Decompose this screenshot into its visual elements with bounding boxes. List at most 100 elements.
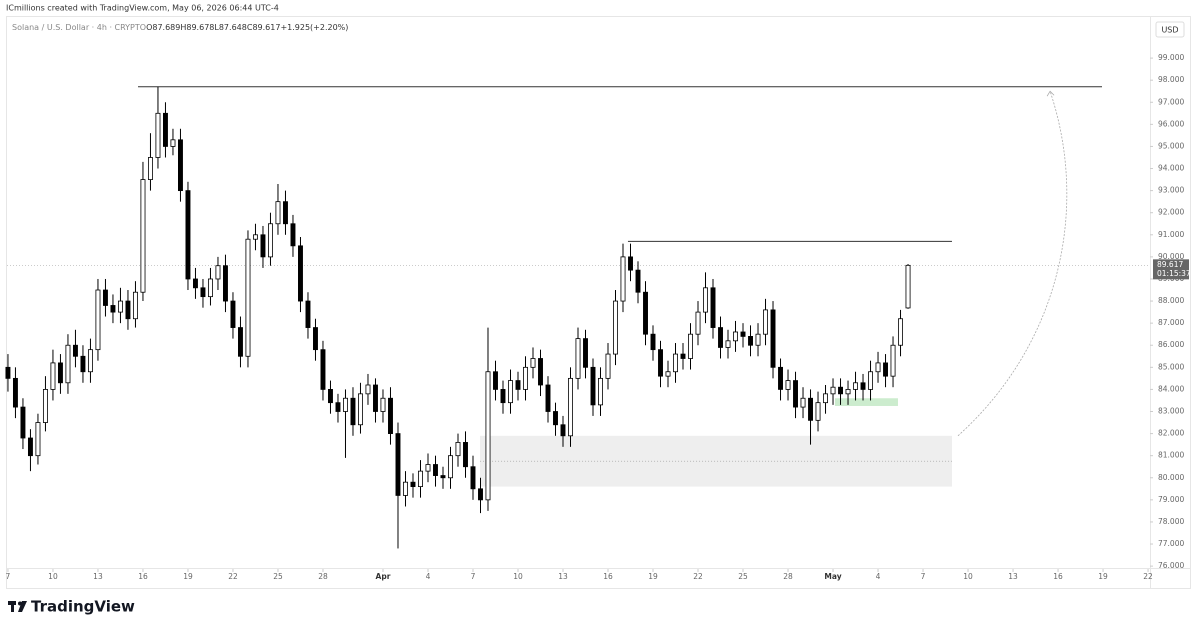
candle-body (193, 278, 198, 289)
candle-body (860, 382, 866, 390)
candle-body (448, 455, 453, 479)
x-tick-label: 19 (1098, 572, 1108, 581)
candle-body (890, 344, 896, 377)
x-tick-label: 22 (1143, 572, 1153, 581)
candle-body (710, 287, 716, 328)
candle-body (418, 470, 423, 488)
candle-body (470, 466, 476, 490)
candle-body (785, 380, 791, 390)
candle-body (748, 336, 753, 346)
candle-body (230, 300, 236, 328)
countdown: 01:15:37 (1157, 269, 1191, 278)
candle-body (298, 245, 303, 302)
y-tick-label: 86.000 (1158, 340, 1184, 349)
x-tick-label: 7 (471, 572, 476, 581)
candle-body (433, 464, 438, 476)
x-tick-label: 7 (921, 572, 926, 581)
candle-body (485, 371, 491, 501)
candle-body (395, 433, 401, 496)
candle-body (740, 331, 746, 337)
symbol-ohlc: Solana / U.S. Dollar · 4h · CRYPTOO87.68… (12, 23, 348, 32)
candle-body (358, 393, 363, 426)
candle-body (545, 384, 551, 412)
x-tick-label: 10 (48, 572, 58, 581)
candle-body (380, 397, 386, 412)
candle-body (155, 112, 161, 158)
candle-body (703, 287, 708, 313)
y-tick-label: 85.000 (1158, 362, 1184, 371)
candle-body (87, 349, 93, 373)
candle-body (770, 309, 776, 368)
candle-body (440, 475, 446, 479)
candle-body (72, 344, 78, 357)
candle-body (680, 353, 686, 359)
y-tick-label: 95.000 (1158, 141, 1184, 150)
candle-body (845, 389, 851, 395)
y-tick-label: 81.000 (1158, 451, 1184, 460)
candle-body (838, 386, 843, 395)
y-tick-label: 90.000 (1158, 252, 1184, 261)
x-tick-label: 13 (558, 572, 568, 581)
candle-body (815, 402, 821, 421)
candle-body (568, 377, 573, 437)
y-tick-label: 98.000 (1158, 75, 1184, 84)
candle-body (763, 309, 768, 335)
x-tick-label: 13 (93, 572, 103, 581)
y-tick-label: 87.000 (1158, 318, 1184, 327)
candle-body (20, 406, 26, 439)
x-tick-label: 4 (876, 572, 881, 581)
y-tick-label: 76.000 (1158, 561, 1184, 570)
candle-body (493, 371, 498, 390)
projection-arrow (957, 91, 1068, 437)
candle-body (132, 291, 138, 320)
candle-body (35, 422, 41, 457)
y-tick-label: 84.000 (1158, 384, 1184, 393)
candle-body (57, 362, 63, 384)
candle-body (598, 377, 603, 406)
candle-body (455, 442, 461, 457)
candle-body (163, 112, 168, 147)
candle-body (515, 380, 521, 390)
candle-body (733, 331, 738, 342)
candle-body (388, 397, 393, 434)
x-tick-label: 13 (1008, 572, 1018, 581)
x-tick-label: 10 (513, 572, 523, 581)
candle-body (800, 397, 806, 408)
candle-body (253, 234, 258, 240)
candle-body (628, 256, 633, 271)
candle-body (148, 157, 153, 180)
candle-body (27, 437, 33, 457)
y-tick-label: 77.000 (1158, 539, 1184, 548)
x-tick-label: May (824, 572, 841, 581)
candle-body (403, 481, 408, 496)
candle-body (335, 402, 341, 412)
candle-body (260, 234, 266, 258)
candle-body (95, 289, 101, 351)
candle-body (725, 340, 731, 348)
y-tick-label: 93.000 (1158, 186, 1184, 195)
candle-body (208, 278, 213, 298)
candle-body (635, 269, 641, 293)
header: Solana / U.S. Dollar · 4h · CRYPTOO87.68… (12, 23, 348, 32)
candle-body (605, 353, 611, 379)
candle-body (50, 362, 56, 390)
candle-body (778, 366, 783, 390)
candle-body (343, 397, 348, 412)
candle-body (793, 380, 798, 408)
ohlc-value: 87.648 (219, 23, 247, 32)
candle-body (125, 300, 131, 320)
x-tick-label: 16 (138, 572, 148, 581)
logo-shape (11, 601, 14, 612)
x-tick-label: 25 (273, 572, 283, 581)
x-tick-label: 19 (648, 572, 658, 581)
candle-body (328, 389, 333, 404)
support-zone (834, 398, 898, 406)
candle-body (110, 305, 116, 313)
x-tick-label: 16 (603, 572, 613, 581)
logo-shape (18, 601, 27, 612)
candle-body (500, 389, 506, 404)
arrow-head (1046, 90, 1055, 97)
currency-box (1155, 21, 1185, 38)
